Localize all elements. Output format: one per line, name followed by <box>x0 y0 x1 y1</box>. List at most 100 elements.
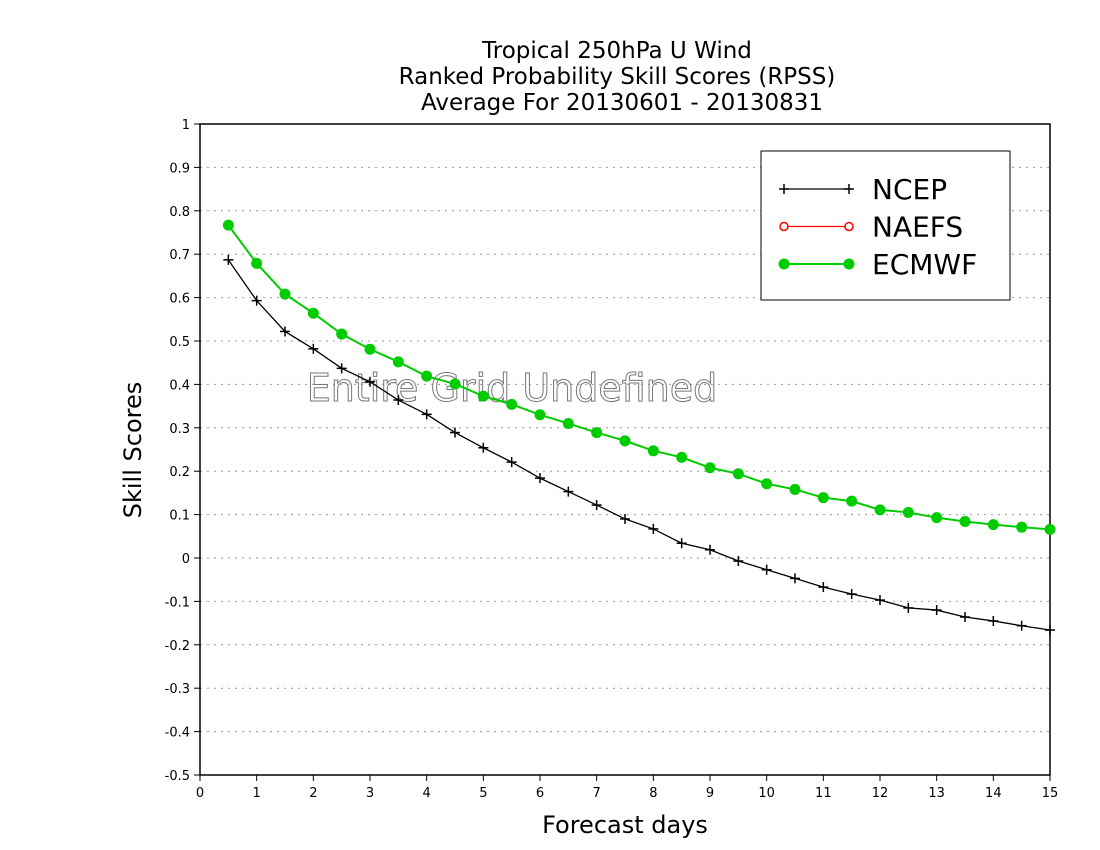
axis-ticks: -0.5 -0.4 -0.3 -0.2 -0.1 0 0.1 0.2 0.3 0.4 0.5 0.6 0… <box>165 118 1059 801</box>
y-tick-label: -0.1 <box>165 595 190 610</box>
y-tick-label: -0.5 <box>165 769 190 784</box>
data-point-ncep <box>478 442 489 453</box>
series-ecmwf <box>222 219 1056 535</box>
data-point-ecmwf <box>336 328 348 340</box>
x-tick-label: 14 <box>985 786 1002 801</box>
data-point-ncep <box>846 589 857 600</box>
data-point-ncep <box>563 486 574 497</box>
x-axis-title: Forecast days <box>542 811 708 839</box>
title-line-2: Ranked Probability Skill Scores (RPSS) <box>399 64 836 90</box>
title-line-1: Tropical 250hPa U Wind <box>481 38 752 64</box>
data-point-ecmwf <box>279 288 291 300</box>
x-tick-label: 2 <box>309 786 317 801</box>
data-point-ecmwf <box>704 462 716 474</box>
data-point-ncep <box>705 544 715 555</box>
legend-item-ecmwf: ECMWF <box>778 248 977 281</box>
data-point-ecmwf <box>987 519 999 531</box>
data-point-ncep <box>336 363 347 374</box>
data-point-ecmwf <box>506 398 518 410</box>
x-tick-label: 10 <box>758 786 775 801</box>
data-point-ncep <box>280 326 290 337</box>
y-tick-label: 0.2 <box>169 465 190 480</box>
data-point-ncep <box>223 254 234 265</box>
data-point-ecmwf <box>676 451 688 463</box>
title-line-3: Average For 20130601 - 20130831 <box>421 90 823 116</box>
data-point-ncep <box>1016 620 1027 631</box>
y-tick-label: 0.5 <box>169 335 190 350</box>
legend-item-ncep: NCEP <box>779 173 947 206</box>
data-point-ncep <box>308 343 319 354</box>
data-point-ncep <box>421 409 432 420</box>
x-tick-label: 5 <box>479 786 487 801</box>
data-point-ecmwf <box>477 390 489 402</box>
y-tick-label: 0.7 <box>169 248 190 263</box>
data-point-ncep <box>535 473 545 484</box>
data-point-ncep <box>733 556 744 567</box>
y-tick-label: 0.3 <box>169 422 190 437</box>
data-point-ncep <box>1045 625 1055 636</box>
data-point-ecmwf <box>761 478 773 490</box>
y-tick-label: 0 <box>182 552 190 567</box>
data-point-ncep <box>960 612 970 623</box>
data-point-ecmwf <box>619 435 631 447</box>
data-point-ncep <box>506 457 517 468</box>
data-point-ecmwf <box>1044 523 1056 535</box>
data-point-ncep <box>620 513 630 524</box>
data-point-ecmwf <box>307 307 319 319</box>
y-tick-label: 0.6 <box>169 292 190 307</box>
data-point-ncep <box>251 295 262 306</box>
data-point-ncep <box>676 538 687 549</box>
x-tick-label: 6 <box>536 786 544 801</box>
x-tick-label: 4 <box>423 786 431 801</box>
legend-label-naefs: NAEFS <box>872 211 963 244</box>
data-point-ecmwf <box>562 417 574 429</box>
legend-label-ncep: NCEP <box>872 173 947 206</box>
legend-marker-ncep <box>844 184 854 194</box>
data-point-ecmwf <box>647 445 659 457</box>
data-point-ecmwf <box>817 492 829 504</box>
data-point-ecmwf <box>902 506 914 518</box>
data-point-ecmwf <box>364 343 376 355</box>
legend-box <box>760 150 1011 301</box>
data-point-ncep <box>875 595 885 606</box>
data-point-ecmwf <box>392 356 404 368</box>
data-point-ncep <box>761 564 772 575</box>
x-tick-label: 15 <box>1042 786 1059 801</box>
series-lines <box>222 219 1056 636</box>
data-point-ncep <box>903 602 914 613</box>
y-tick-label: -0.2 <box>165 639 190 654</box>
y-axis-title: Skill Scores <box>119 382 147 519</box>
data-point-ecmwf <box>1016 521 1028 533</box>
data-point-ecmwf <box>534 409 546 421</box>
legend-marker-ecmwf <box>843 258 855 270</box>
data-point-ecmwf <box>931 512 943 524</box>
x-tick-label: 13 <box>928 786 945 801</box>
x-tick-label: 7 <box>593 786 601 801</box>
legend-marker-ncep <box>779 184 789 194</box>
plot-frame <box>199 123 1051 776</box>
data-point-ncep <box>648 523 659 534</box>
x-tick-label: 11 <box>815 786 832 801</box>
data-point-ncep <box>790 573 800 584</box>
y-tick-label: -0.4 <box>165 726 190 741</box>
x-tick-label: 9 <box>706 786 714 801</box>
data-point-ncep <box>450 427 460 438</box>
data-point-ecmwf <box>222 219 234 231</box>
x-tick-label: 1 <box>253 786 261 801</box>
y-tick-label: 0.8 <box>169 205 190 220</box>
legend-label-ecmwf: ECMWF <box>872 248 977 281</box>
legend-item-naefs: NAEFS <box>779 211 963 244</box>
data-point-ncep <box>818 582 829 593</box>
data-point-ncep <box>931 605 942 616</box>
data-point-ecmwf <box>449 378 461 390</box>
data-point-ecmwf <box>846 495 858 507</box>
y-tick-label: 0.4 <box>169 378 190 393</box>
chart-title: Tropical 250hPa U Wind Ranked Probabilit… <box>399 38 836 116</box>
x-tick-label: 3 <box>366 786 374 801</box>
legend-items: NCEP NAEFS ECMWF <box>778 173 977 281</box>
data-point-ncep <box>591 500 602 511</box>
data-point-ecmwf <box>251 257 263 269</box>
legend-marker-ecmwf <box>778 258 790 270</box>
data-point-ncep <box>988 615 999 626</box>
